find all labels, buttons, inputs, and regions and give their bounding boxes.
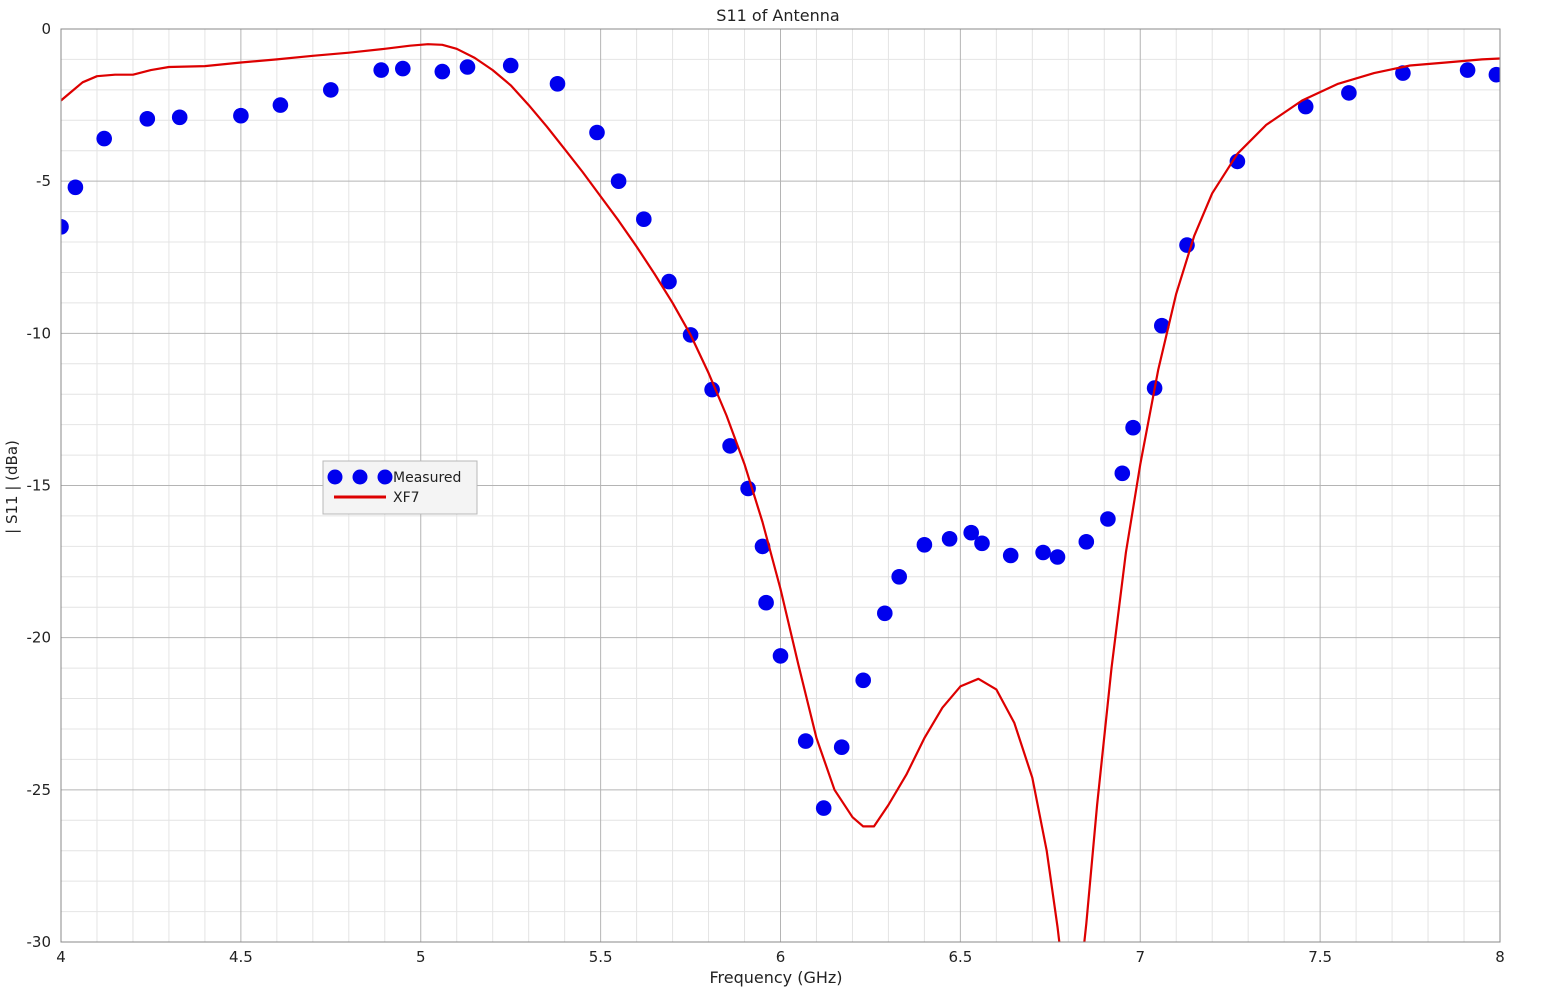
legend-xf7-label: XF7	[393, 490, 420, 506]
series-measured-point	[589, 124, 605, 141]
series-measured-point	[502, 57, 519, 74]
x-tick-label: 6	[776, 948, 786, 966]
legend-box	[322, 460, 478, 515]
legend: Measured XF7	[322, 460, 478, 515]
x-tick-label: 6.5	[948, 948, 972, 966]
y-tick-label: 0	[41, 20, 51, 38]
plot-frame	[60, 28, 1501, 943]
series-measured-point	[754, 538, 771, 555]
x-tick-label: 5	[416, 948, 426, 966]
y-tick-label: -15	[27, 477, 52, 495]
series-measured-point	[636, 211, 652, 227]
series-measured-point	[772, 648, 789, 664]
series-measured-point	[877, 605, 893, 622]
series-measured-point	[855, 672, 871, 689]
y-tick-label: -25	[27, 781, 52, 799]
series-measured-point	[815, 800, 832, 816]
series-measured-point	[974, 535, 990, 552]
series-measured-point	[67, 179, 84, 196]
series-measured-point	[1297, 98, 1314, 115]
series-measured-point	[1341, 85, 1357, 101]
series-measured-point	[1002, 547, 1019, 564]
series-measured-point	[797, 733, 814, 749]
series-measured-point	[233, 107, 249, 124]
series-measured-point	[704, 381, 720, 398]
series-measured-point	[722, 438, 738, 454]
series-measured-point	[459, 59, 476, 75]
series-measured-point	[139, 111, 156, 127]
series-measured-point	[171, 109, 188, 126]
series-measured-point	[1459, 62, 1476, 78]
x-axis-label: Frequency (GHz)	[709, 968, 842, 987]
legend-measured-marker	[377, 469, 393, 485]
y-axis-label: | S11 | (dBa)	[3, 440, 21, 534]
series-measured-point	[833, 739, 850, 755]
legend-measured-marker	[352, 469, 368, 485]
y-tick-label: -20	[27, 629, 52, 647]
series-measured-point	[1078, 534, 1095, 550]
series-measured-point	[61, 219, 69, 235]
series-measured-point	[610, 173, 627, 189]
series-measured-point	[916, 537, 933, 553]
x-tick-label: 4.5	[229, 948, 253, 966]
series-measured-point	[272, 97, 289, 113]
series-xf7-line	[61, 43, 1500, 942]
x-tick-labels: 4 4.5 5 5.5 6 6.5 7 7.5 8	[56, 948, 1505, 966]
series-measured-point	[549, 76, 566, 92]
series-measured-point	[1035, 544, 1051, 561]
y-tick-label: -10	[27, 324, 52, 342]
legend-measured-marker	[327, 469, 343, 485]
series-measured-point	[661, 273, 677, 290]
series-measured-point	[373, 62, 390, 78]
x-tick-label: 7	[1135, 948, 1145, 966]
series-measured-point	[395, 60, 411, 77]
series-measured-point	[963, 524, 979, 541]
y-tick-label: -30	[27, 933, 52, 951]
series-measured-point	[1114, 465, 1131, 482]
y-tick-label: -5	[36, 172, 51, 190]
series-measured-point	[891, 569, 907, 585]
series-measured-point	[96, 130, 112, 147]
chart-title: S11 of Antenna	[716, 6, 839, 25]
y-tick-labels: 0 -5 -10 -15 -20 -25 -30	[27, 20, 52, 951]
x-tick-label: 8	[1495, 948, 1505, 966]
series-measured-point	[434, 63, 451, 80]
series-measured-point	[1049, 549, 1066, 565]
series-measured-point	[1100, 511, 1116, 527]
legend-measured-label: Measured	[393, 470, 461, 486]
x-tick-label: 5.5	[589, 948, 613, 966]
series-measured-point	[1395, 65, 1411, 81]
series-measured-point	[1125, 419, 1141, 436]
series-measured-point	[1229, 153, 1246, 170]
series-measured-point	[758, 594, 774, 611]
x-tick-label: 4	[56, 948, 66, 966]
series-measured-point	[1154, 317, 1170, 334]
series-layer	[61, 43, 1500, 942]
series-measured-point	[323, 82, 339, 98]
series-measured-point	[1488, 66, 1500, 83]
x-tick-label: 7.5	[1308, 948, 1332, 966]
series-measured-point	[941, 531, 958, 547]
